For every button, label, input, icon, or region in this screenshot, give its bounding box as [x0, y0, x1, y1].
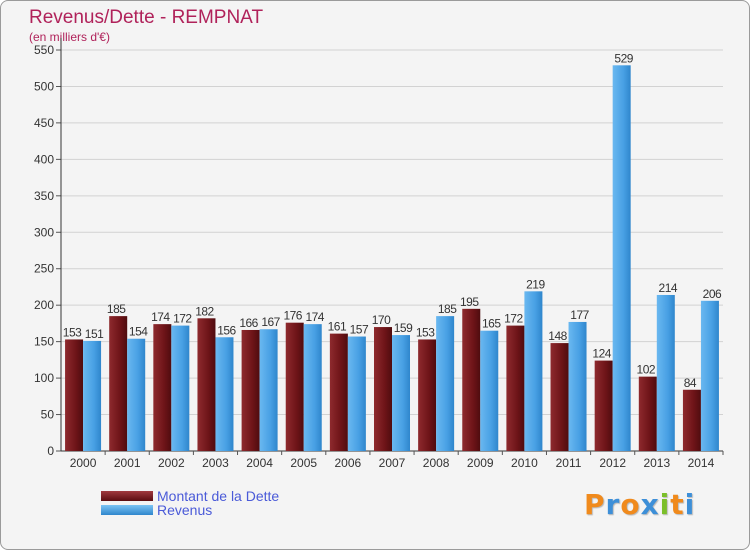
bar-debt [506, 325, 525, 451]
bar-revenus [259, 329, 278, 451]
x-tick-label: 2008 [423, 456, 450, 470]
x-tick-label: 2002 [158, 456, 185, 470]
y-tick-label: 50 [41, 408, 55, 422]
data-label-revenus: 165 [482, 317, 501, 331]
data-label-revenus: 159 [394, 321, 413, 335]
x-tick-label: 2011 [556, 456, 582, 470]
data-label-debt: 172 [504, 312, 523, 326]
y-tick-label: 400 [34, 152, 54, 166]
data-label-revenus: 177 [570, 308, 589, 322]
y-tick-label: 550 [34, 43, 54, 57]
data-label-debt: 195 [460, 295, 479, 309]
x-tick-label: 2003 [202, 456, 229, 470]
data-label-revenus: 156 [217, 323, 236, 337]
bar-revenus [171, 325, 190, 451]
y-tick-label: 100 [34, 371, 54, 385]
bar-debt [109, 316, 128, 451]
data-label-debt: 153 [416, 325, 435, 339]
data-label-debt: 182 [195, 304, 214, 318]
legend-item-debt: Montant de la Dette [101, 488, 280, 504]
bar-debt [418, 339, 437, 451]
data-label-debt: 166 [239, 316, 258, 330]
x-tick-label: 2012 [599, 456, 626, 470]
x-tick-label: 2005 [290, 456, 317, 470]
bar-debt [638, 376, 657, 451]
data-label-debt: 102 [637, 363, 656, 377]
bar-revenus [347, 336, 366, 451]
data-label-revenus: 151 [85, 327, 104, 341]
bar-debt [329, 333, 348, 451]
bar-debt [682, 389, 701, 451]
bar-debt [462, 308, 481, 451]
bar-revenus [568, 321, 587, 451]
x-tick-label: 2010 [511, 456, 538, 470]
y-tick-label: 500 [34, 79, 54, 93]
legend-item-revenus: Revenus [101, 502, 213, 518]
x-tick-label: 2007 [379, 456, 406, 470]
x-tick-label: 2014 [688, 456, 715, 470]
chart-title: Revenus/Dette - REMPNAT [29, 7, 264, 28]
bar-debt [374, 327, 392, 451]
x-tick-label: 2006 [335, 456, 362, 470]
legend-swatch-revenus [101, 505, 153, 515]
data-label-revenus: 174 [305, 310, 324, 324]
y-tick-label: 300 [34, 225, 54, 239]
bar-revenus [480, 330, 499, 451]
data-label-revenus: 172 [173, 312, 192, 326]
data-label-revenus: 167 [261, 315, 280, 329]
bar-revenus [612, 65, 631, 451]
data-label-debt: 124 [592, 347, 611, 361]
legend-label-debt: Montant de la Dette [157, 488, 280, 504]
data-label-revenus: 185 [438, 302, 457, 316]
x-tick-label: 2009 [467, 456, 494, 470]
x-tick-label: 2000 [70, 456, 97, 470]
data-label-debt: 148 [548, 329, 567, 343]
data-label-debt: 174 [151, 310, 170, 324]
legend-label-revenus: Revenus [157, 502, 213, 518]
data-label-debt: 176 [283, 309, 302, 323]
bar-debt [65, 339, 84, 451]
bar-revenus [215, 337, 234, 451]
bar-debt [241, 329, 260, 451]
data-label-revenus: 206 [703, 287, 722, 301]
bar-debt [594, 360, 613, 451]
data-label-debt: 170 [372, 313, 391, 327]
proxiti-logo: Proxiti [584, 488, 696, 521]
y-tick-label: 450 [34, 116, 54, 130]
y-tick-label: 350 [34, 189, 54, 203]
y-tick-label: 0 [47, 444, 54, 458]
y-tick-label: 250 [34, 262, 54, 276]
bar-revenus [700, 300, 719, 451]
bar-revenus [524, 291, 543, 451]
data-label-debt: 161 [328, 320, 347, 334]
data-label-revenus: 214 [659, 281, 678, 295]
bar-debt [197, 318, 216, 451]
y-tick-label: 200 [34, 298, 54, 312]
bar-debt [550, 343, 569, 451]
bar-revenus [392, 335, 410, 451]
data-label-revenus: 154 [129, 325, 148, 339]
data-label-revenus: 529 [614, 51, 633, 65]
data-label-debt: 185 [107, 302, 126, 316]
x-tick-label: 2001 [114, 456, 141, 470]
chart-subtitle: (en milliers d'€) [29, 30, 110, 44]
data-label-revenus: 219 [526, 277, 545, 291]
y-tick-label: 150 [34, 335, 54, 349]
x-tick-label: 2013 [643, 456, 670, 470]
bar-revenus [656, 294, 675, 451]
bar-debt [153, 324, 172, 451]
data-label-debt: 84 [684, 376, 697, 390]
bar-debt [285, 322, 304, 451]
bar-revenus [436, 316, 455, 451]
data-label-revenus: 157 [350, 323, 369, 337]
legend-swatch-debt [101, 491, 153, 501]
bar-revenus [303, 324, 322, 451]
x-tick-label: 2004 [246, 456, 273, 470]
bar-revenus [83, 340, 102, 451]
data-label-debt: 153 [63, 325, 82, 339]
bar-revenus [127, 338, 146, 451]
